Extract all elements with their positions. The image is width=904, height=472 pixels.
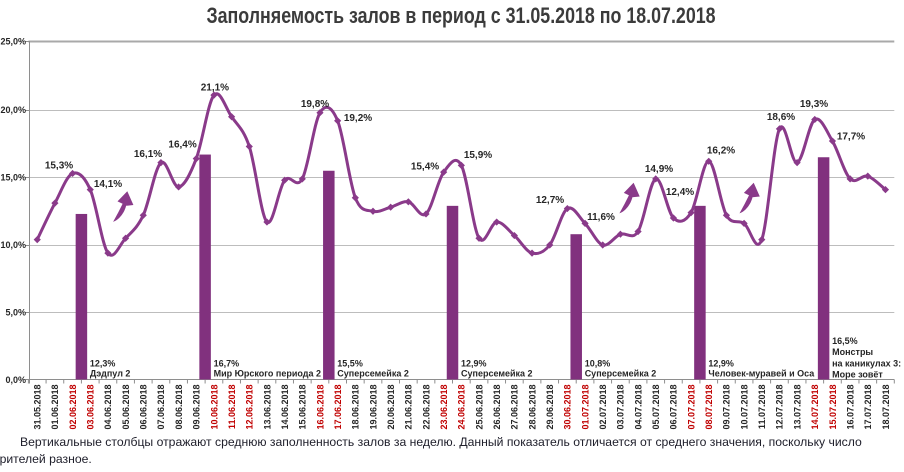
svg-text:10,0%: 10,0% xyxy=(0,240,26,250)
svg-text:21.06.2018: 21.06.2018 xyxy=(404,385,414,430)
svg-text:15,5%: 15,5% xyxy=(337,359,363,369)
svg-text:19,8%: 19,8% xyxy=(301,99,329,110)
svg-text:Мир Юрского периода 2: Мир Юрского периода 2 xyxy=(214,369,321,379)
svg-text:27.06.2018: 27.06.2018 xyxy=(510,385,520,430)
svg-text:Монстры: Монстры xyxy=(832,347,873,357)
svg-text:18.06.2018: 18.06.2018 xyxy=(351,385,361,430)
svg-text:30.06.2018: 30.06.2018 xyxy=(563,385,573,430)
svg-text:16,2%: 16,2% xyxy=(707,146,735,157)
svg-text:14.07.2018: 14.07.2018 xyxy=(810,385,820,430)
svg-text:16.07.2018: 16.07.2018 xyxy=(845,385,855,430)
svg-text:16,1%: 16,1% xyxy=(134,149,162,160)
svg-text:0,0%: 0,0% xyxy=(5,375,26,385)
svg-text:15,9%: 15,9% xyxy=(464,150,492,161)
svg-text:29.06.2018: 29.06.2018 xyxy=(545,385,555,430)
svg-text:26.06.2018: 26.06.2018 xyxy=(492,385,502,430)
svg-text:12,9%: 12,9% xyxy=(708,359,734,369)
svg-text:08.06.2018: 08.06.2018 xyxy=(174,385,184,430)
svg-text:5,0%: 5,0% xyxy=(5,307,26,317)
svg-text:06.06.2018: 06.06.2018 xyxy=(139,385,149,430)
svg-text:08.07.2018: 08.07.2018 xyxy=(704,385,714,430)
svg-text:15,4%: 15,4% xyxy=(411,162,439,173)
svg-text:15,3%: 15,3% xyxy=(45,161,73,172)
svg-text:24.06.2018: 24.06.2018 xyxy=(457,385,467,430)
svg-text:23.06.2018: 23.06.2018 xyxy=(439,385,449,430)
svg-text:06.07.2018: 06.07.2018 xyxy=(669,385,679,430)
svg-text:Дэдпул 2: Дэдпул 2 xyxy=(90,369,131,379)
svg-text:12,7%: 12,7% xyxy=(536,195,564,206)
svg-text:12.07.2018: 12.07.2018 xyxy=(775,385,785,430)
svg-text:07.06.2018: 07.06.2018 xyxy=(156,385,166,430)
svg-text:Суперсемейка 2: Суперсемейка 2 xyxy=(461,369,533,379)
svg-text:Море зовёт: Море зовёт xyxy=(832,370,883,380)
svg-text:07.07.2018: 07.07.2018 xyxy=(686,385,696,430)
svg-text:10.06.2018: 10.06.2018 xyxy=(209,385,219,430)
svg-text:02.07.2018: 02.07.2018 xyxy=(598,385,608,430)
svg-text:19.06.2018: 19.06.2018 xyxy=(368,385,378,430)
svg-text:05.07.2018: 05.07.2018 xyxy=(651,385,661,430)
svg-text:04.07.2018: 04.07.2018 xyxy=(633,385,643,430)
svg-text:18.07.2018: 18.07.2018 xyxy=(881,385,891,430)
svg-text:10.07.2018: 10.07.2018 xyxy=(739,385,749,430)
svg-text:21,1%: 21,1% xyxy=(201,83,229,94)
svg-text:14.06.2018: 14.06.2018 xyxy=(280,385,290,430)
svg-text:03.07.2018: 03.07.2018 xyxy=(616,385,626,430)
svg-text:11.07.2018: 11.07.2018 xyxy=(757,385,767,430)
svg-text:02.06.2018: 02.06.2018 xyxy=(68,385,78,430)
svg-text:11,6%: 11,6% xyxy=(587,212,615,223)
svg-text:03.06.2018: 03.06.2018 xyxy=(86,385,96,430)
svg-text:14,1%: 14,1% xyxy=(94,179,122,190)
svg-text:20,0%: 20,0% xyxy=(0,105,26,115)
svg-text:15.06.2018: 15.06.2018 xyxy=(298,385,308,430)
svg-text:на каникулах 3:: на каникулах 3: xyxy=(832,358,901,368)
svg-text:01.06.2018: 01.06.2018 xyxy=(50,385,60,430)
svg-text:17.07.2018: 17.07.2018 xyxy=(863,385,873,430)
svg-text:22.06.2018: 22.06.2018 xyxy=(421,385,431,430)
svg-text:12,9%: 12,9% xyxy=(461,359,487,369)
svg-text:01.07.2018: 01.07.2018 xyxy=(580,385,590,430)
svg-text:17,7%: 17,7% xyxy=(837,132,865,143)
svg-text:25,0%: 25,0% xyxy=(0,36,26,46)
svg-text:16,5%: 16,5% xyxy=(832,336,858,346)
svg-text:18,6%: 18,6% xyxy=(767,112,795,123)
svg-text:20.06.2018: 20.06.2018 xyxy=(386,385,396,430)
svg-text:25.06.2018: 25.06.2018 xyxy=(474,385,484,430)
svg-text:14,9%: 14,9% xyxy=(645,164,673,175)
svg-text:04.06.2018: 04.06.2018 xyxy=(103,385,113,430)
svg-text:09.07.2018: 09.07.2018 xyxy=(722,385,732,430)
svg-text:Суперсемейка 2: Суперсемейка 2 xyxy=(337,369,409,379)
svg-text:05.06.2018: 05.06.2018 xyxy=(121,385,131,430)
svg-text:17.06.2018: 17.06.2018 xyxy=(333,385,343,430)
svg-text:19,3%: 19,3% xyxy=(800,99,828,110)
svg-text:Человек-муравей и Оса: Человек-муравей и Оса xyxy=(708,369,815,379)
svg-text:31.05.2018: 31.05.2018 xyxy=(33,385,43,430)
svg-text:15.07.2018: 15.07.2018 xyxy=(828,385,838,430)
svg-text:12,3%: 12,3% xyxy=(90,359,116,369)
svg-text:10,8%: 10,8% xyxy=(585,359,611,369)
svg-text:16.06.2018: 16.06.2018 xyxy=(315,385,325,430)
svg-text:15,0%: 15,0% xyxy=(0,172,26,182)
svg-text:13.07.2018: 13.07.2018 xyxy=(792,385,802,430)
svg-text:28.06.2018: 28.06.2018 xyxy=(527,385,537,430)
svg-text:Суперсемейка 2: Суперсемейка 2 xyxy=(585,369,657,379)
svg-text:16,4%: 16,4% xyxy=(168,140,196,151)
svg-text:09.06.2018: 09.06.2018 xyxy=(192,385,202,430)
svg-text:11.06.2018: 11.06.2018 xyxy=(227,385,237,430)
svg-text:13.06.2018: 13.06.2018 xyxy=(262,385,272,430)
svg-text:12,4%: 12,4% xyxy=(666,187,694,198)
svg-text:12.06.2018: 12.06.2018 xyxy=(245,385,255,430)
svg-text:19,2%: 19,2% xyxy=(344,113,372,124)
svg-text:16,7%: 16,7% xyxy=(214,359,240,369)
